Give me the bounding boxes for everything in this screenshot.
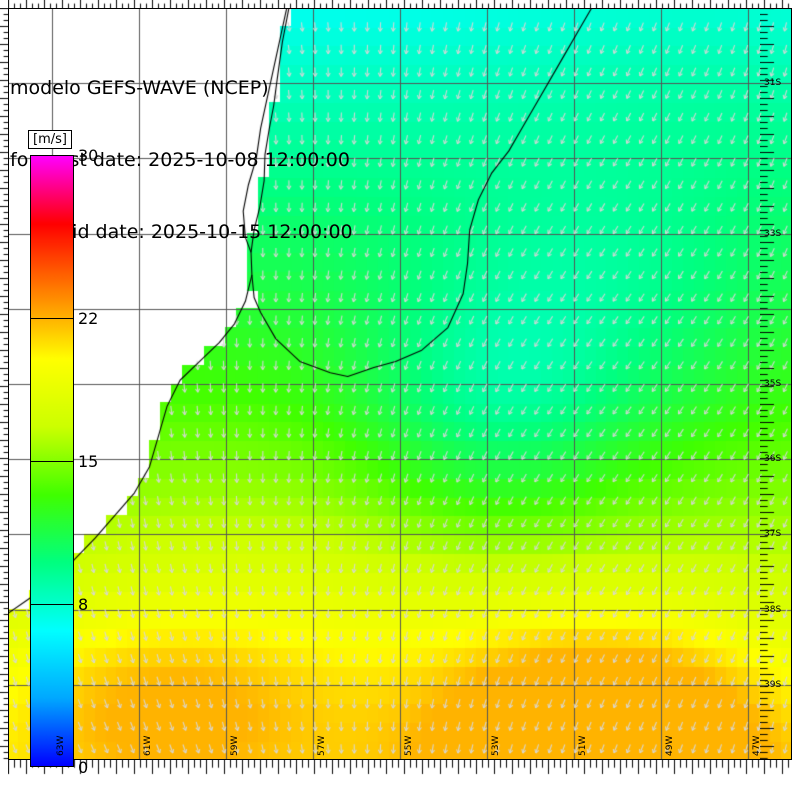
longitude-tick-label: 57W — [316, 735, 327, 756]
map-plot-area — [8, 8, 792, 760]
colorbar-tick-label: 8 — [78, 594, 89, 614]
colorbar-tick-label: 22 — [78, 309, 99, 329]
longitude-tick-label: 55W — [404, 735, 414, 756]
colorbar-tick-mark — [30, 318, 74, 320]
longitude-tick-label: 47W — [752, 735, 763, 756]
latitude-tick-label: 31S — [764, 78, 782, 89]
latitude-tick-label: 35S — [764, 379, 782, 389]
title-valid-date: valid date: 2025-10-15 12:00:00 — [44, 221, 353, 243]
longitude-tick-label: 49W — [665, 735, 676, 756]
latitude-tick-label: 36S — [764, 454, 782, 465]
latitude-tick-label: 38S — [764, 604, 782, 615]
longitude-tick-label: 61W — [142, 735, 153, 756]
colorbar-tick-label: 15 — [78, 452, 99, 471]
colorbar-unit-label: [m/s] — [28, 130, 72, 149]
longitude-tick-label: 59W — [229, 735, 240, 756]
longitude-tick-label: 51W — [578, 735, 589, 756]
colorbar-tick-label: 0 — [78, 758, 89, 777]
left-tick-ruler — [0, 8, 8, 760]
top-tick-ruler — [8, 0, 792, 8]
bottom-tick-ruler — [8, 760, 792, 792]
longitude-tick-label: 63W — [55, 735, 66, 756]
colorbar-tick-label: 30 — [78, 146, 99, 165]
coastline — [8, 8, 792, 760]
latitude-tick-label: 33S — [764, 228, 782, 239]
right-tick-ruler — [760, 8, 792, 760]
latitude-tick-label: 39S — [764, 679, 782, 690]
colorbar-tick-mark — [30, 461, 74, 462]
colorbar-tick-mark — [30, 603, 74, 605]
longitude-tick-label: 53W — [491, 735, 502, 756]
latitude-tick-label: 37S — [764, 529, 782, 540]
title-model: modelo GEFS-WAVE (NCEP) — [10, 77, 269, 99]
